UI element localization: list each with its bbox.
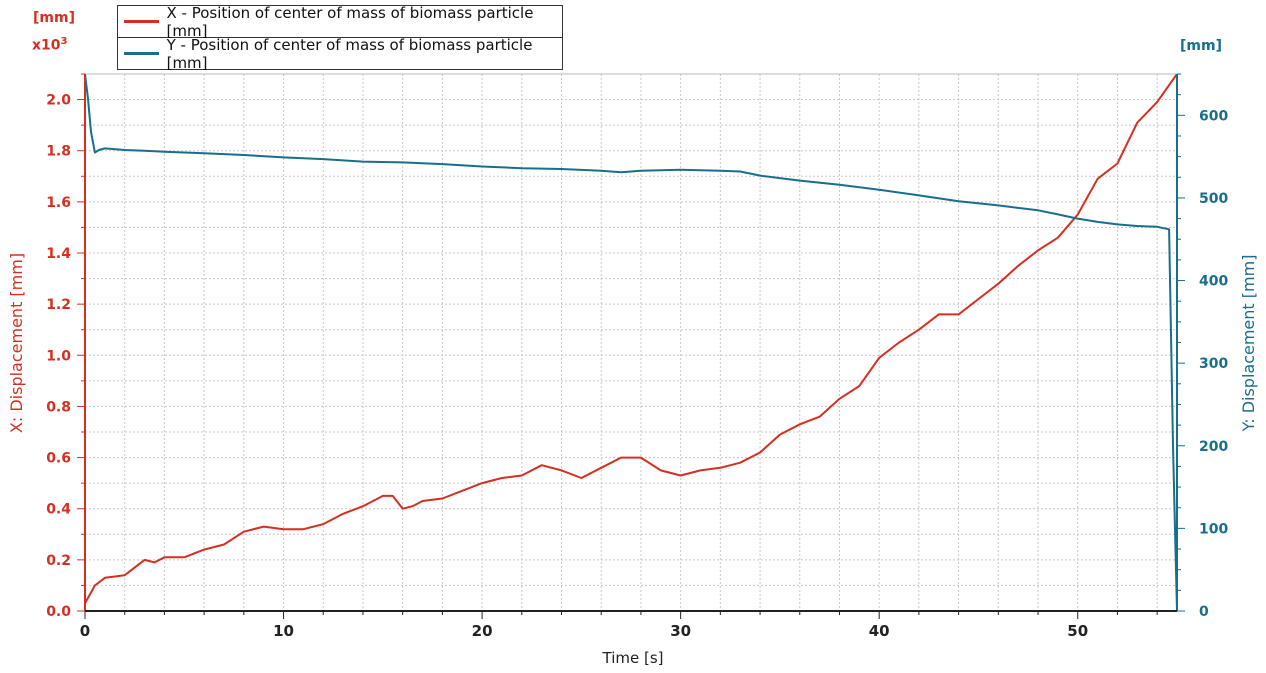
x-tick-label: 30	[670, 622, 691, 640]
y-right-tick-label: 500	[1199, 191, 1228, 207]
y-right-tick-label: 400	[1199, 274, 1228, 290]
right-axis-unit: [mm]	[1180, 38, 1222, 54]
x-tick-label: 50	[1067, 622, 1088, 640]
y-left-tick-label: 0.4	[46, 502, 71, 518]
y-left-tick-label: 0.6	[46, 451, 71, 467]
y-right-tick-label: 300	[1199, 356, 1228, 372]
left-axis-multiplier-exponent: 3	[60, 36, 68, 47]
chart-grid	[85, 74, 1177, 611]
y-left-tick-label: 1.6	[46, 195, 71, 211]
x-tick-label: 10	[273, 622, 294, 640]
legend-item-y: Y - Position of center of mass of biomas…	[118, 35, 562, 72]
chart-legend: X - Position of center of mass of biomas…	[117, 3, 563, 72]
y-left-tick-label: 1.4	[46, 246, 71, 262]
y-left-axis-label: X: Displacement [mm]	[7, 253, 26, 433]
y-left-tick-label: 1.8	[46, 144, 71, 160]
x-tick-label: 0	[80, 622, 90, 640]
y-left-tick-label: 1.0	[46, 348, 71, 364]
x-tick-label: 20	[472, 622, 493, 640]
chart-series-layer	[84, 73, 1178, 612]
legend-swatch-y	[124, 52, 159, 55]
chart-ticks: 0 10 20 30 40 50 0.0 0.2 0.4 0.6 0.8 1.0 1.2 1.4 1.6 1.…	[46, 73, 1228, 640]
left-axis-multiplier: x103	[32, 36, 67, 54]
series-y-line	[84, 73, 1178, 612]
series-x-line	[84, 73, 1178, 604]
x-axis-label: Time [s]	[602, 649, 664, 667]
y-right-tick-label: 0	[1199, 604, 1209, 620]
legend-swatch-x	[124, 20, 159, 23]
y-right-axis-label: Y: Displacement [mm]	[1239, 255, 1258, 433]
y-right-tick-label: 600	[1199, 108, 1228, 124]
y-left-tick-label: 0.8	[46, 399, 71, 415]
y-left-tick-label: 0.2	[46, 553, 71, 569]
chart-axes	[84, 73, 1178, 612]
y-left-tick-label: 0.0	[46, 604, 71, 620]
legend-label-y: Y - Position of center of mass of biomas…	[166, 35, 533, 72]
legend-item-x: X - Position of center of mass of biomas…	[118, 3, 562, 40]
left-axis-multiplier-base: x10	[32, 37, 61, 54]
y-right-tick-label: 100	[1199, 521, 1228, 537]
y-left-tick-label: 2.0	[46, 93, 71, 109]
left-axis-unit: [mm]	[33, 10, 75, 26]
x-tick-label: 40	[869, 622, 890, 640]
y-left-tick-label: 1.2	[46, 297, 71, 313]
legend-label-x: X - Position of center of mass of biomas…	[166, 3, 534, 40]
y-right-tick-label: 200	[1199, 439, 1228, 455]
